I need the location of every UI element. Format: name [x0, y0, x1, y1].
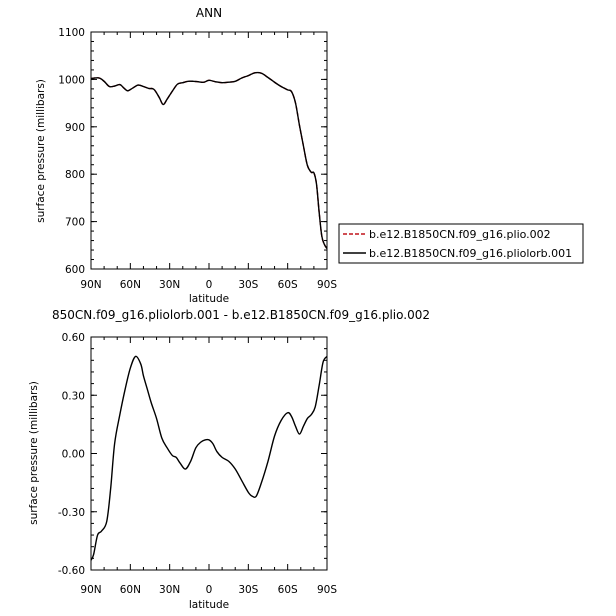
- x-tick-label: 90N: [80, 279, 101, 291]
- legend-label-pliolorb: b.e12.B1850CN.f09_g16.pliolorb.001: [369, 247, 572, 260]
- x-tick-label: 60N: [120, 584, 141, 596]
- y-tick-label: 600: [65, 264, 85, 276]
- x-tick-label: 60S: [278, 584, 298, 596]
- y-tick-label: 900: [65, 122, 85, 134]
- chart-title: ANN: [196, 6, 222, 20]
- x-tick-label: 30N: [159, 584, 180, 596]
- series-line: [90, 71, 328, 250]
- x-tick-label: 30S: [238, 279, 258, 291]
- x-tick-label: 60N: [120, 279, 141, 291]
- bottom-chart: 850CN.f09_g16.pliolorb.001 - b.e12.B1850…: [28, 308, 430, 611]
- y-tick-label: 0.00: [62, 449, 85, 461]
- y-tick-label: 0.60: [62, 332, 85, 344]
- x-axis-label: latitude: [189, 599, 229, 611]
- y-tick-label: 1000: [58, 74, 85, 86]
- y-tick-label: -0.60: [58, 565, 85, 577]
- chart-title: 850CN.f09_g16.pliolorb.001 - b.e12.B1850…: [52, 308, 430, 322]
- y-axis-label: surface pressure (millibars): [35, 79, 47, 223]
- x-tick-label: 90S: [317, 584, 337, 596]
- x-tick-label: 90S: [317, 279, 337, 291]
- x-tick-label: 30S: [238, 584, 258, 596]
- y-axis-label: surface pressure (millibars): [28, 381, 40, 525]
- y-tick-label: 800: [65, 169, 85, 181]
- legend: b.e12.B1850CN.f09_g16.plio.002 b.e12.B18…: [338, 223, 584, 264]
- x-tick-label: 0: [206, 584, 213, 596]
- y-tick-label: -0.30: [58, 507, 85, 519]
- x-tick-label: 60S: [278, 279, 298, 291]
- y-tick-label: 1100: [58, 27, 85, 39]
- series-line: [90, 71, 328, 250]
- plot-frame: [90, 31, 328, 270]
- plot-frame: [90, 336, 328, 571]
- series-line: [90, 355, 328, 561]
- y-tick-label: 700: [65, 217, 85, 229]
- y-tick-label: 0.30: [62, 390, 85, 402]
- legend-box: [338, 223, 584, 264]
- x-axis-label: latitude: [189, 293, 229, 305]
- x-tick-label: 30N: [159, 279, 180, 291]
- top-chart: ANN surface pressure (millibars) latitud…: [35, 6, 337, 305]
- legend-label-plio: b.e12.B1850CN.f09_g16.plio.002: [369, 228, 551, 241]
- x-tick-label: 0: [206, 279, 213, 291]
- x-tick-label: 90N: [80, 584, 101, 596]
